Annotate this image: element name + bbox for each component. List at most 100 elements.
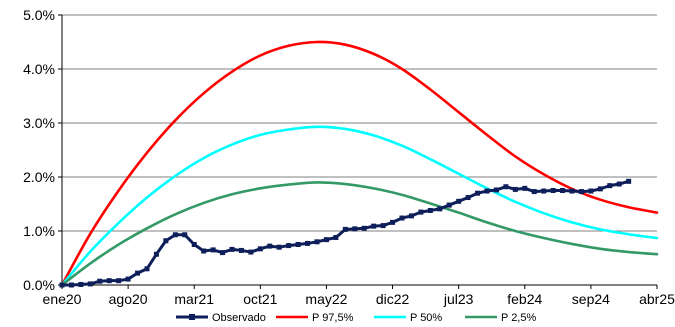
data-point [361,225,367,231]
data-point [437,206,443,212]
data-point [380,223,386,229]
legend-item-p-50: P 50% [374,312,442,324]
y-tick-label: 4.0% [23,61,55,77]
x-tick-label: sep24 [572,291,610,307]
data-point [569,188,575,194]
data-point [588,188,594,194]
data-point [503,184,509,190]
data-point [172,232,178,238]
data-point [333,234,339,240]
x-tick-label: abr25 [639,291,675,307]
data-point [427,207,433,213]
data-point [305,240,311,246]
data-point [267,243,273,249]
data-point [191,242,197,247]
data-point [116,278,122,284]
x-tick-label: dic22 [376,291,410,307]
series-line-p-97-5 [60,40,659,287]
series-p-2-5 [60,181,659,287]
data-point [135,270,141,276]
data-point [295,242,301,247]
series-lines [59,40,659,288]
y-tick-label: 1.0% [23,223,55,239]
x-tick-label: may22 [305,291,347,307]
data-point [182,232,188,238]
y-tick-label: 2.0% [23,169,55,185]
x-tick-label: feb24 [507,291,542,307]
legend-label: Observado [212,312,266,324]
data-point [531,189,537,195]
data-point [68,282,74,288]
series-observado [59,178,632,288]
data-point [456,198,462,204]
data-point [106,278,112,284]
data-point [522,185,528,191]
data-point [97,278,103,284]
data-point [616,181,622,187]
data-point [248,249,254,255]
data-point [59,282,65,288]
data-point [125,276,131,282]
legend-marker [189,314,195,320]
data-point [314,239,320,245]
legend-item-p-2-5: P 2,5% [465,312,536,324]
series-line-p-2-5 [60,181,659,287]
data-point [578,189,584,195]
x-tick-label: ago20 [109,291,148,307]
data-point [446,202,452,208]
data-point [493,187,499,193]
legend: Observado P 97,5% P 50% P 2,5% [176,312,536,324]
data-point [342,226,348,232]
data-point [257,246,263,252]
data-point [286,243,292,249]
data-point [550,188,556,193]
x-tick-label: jul23 [443,291,474,307]
series-p-97-5 [60,40,659,287]
data-point [484,188,490,194]
data-point [408,213,414,219]
data-point [323,237,329,243]
y-tick-label: 0.0% [23,277,55,293]
x-tick-label: mar21 [174,291,214,307]
data-point [229,246,235,252]
data-point [512,186,518,192]
legend-label: P 50% [410,312,442,324]
data-point [475,190,481,196]
data-point [238,247,244,253]
data-point [78,281,84,287]
data-point [607,183,613,189]
data-point [153,251,159,257]
data-point [560,188,566,193]
legend-item-observado: Observado [176,312,266,324]
data-point [220,250,226,256]
y-tick-label: 5.0% [23,7,55,23]
data-point [371,223,377,229]
data-point [352,226,358,232]
data-point [626,178,632,184]
data-point [163,238,169,244]
series-p-50 [60,125,659,287]
gridlines [62,14,657,232]
data-point [465,195,471,201]
y-tick-label: 3.0% [23,115,55,131]
y-tick-labels: 0.0% 1.0% 2.0% 3.0% 4.0% 5.0% [23,7,55,293]
data-point [210,247,216,253]
data-point [597,186,603,192]
data-point [276,244,282,250]
data-point [87,281,93,287]
x-tick-label: ene20 [43,291,82,307]
data-point [541,188,547,194]
x-tick-label: oct21 [243,291,277,307]
x-tick-labels: ene20 ago20 mar21 oct21 may22 dic22 jul23 feb24… [43,291,675,307]
axes [58,14,658,289]
data-point [144,266,150,272]
series-line-p-50 [60,125,659,287]
data-point [399,215,405,221]
legend-label: P 2,5% [501,312,536,324]
legend-label: P 97,5% [312,312,354,324]
data-point [201,248,207,254]
legend-item-p-97-5: P 97,5% [276,312,354,324]
data-point [390,219,396,225]
data-point [418,209,424,215]
